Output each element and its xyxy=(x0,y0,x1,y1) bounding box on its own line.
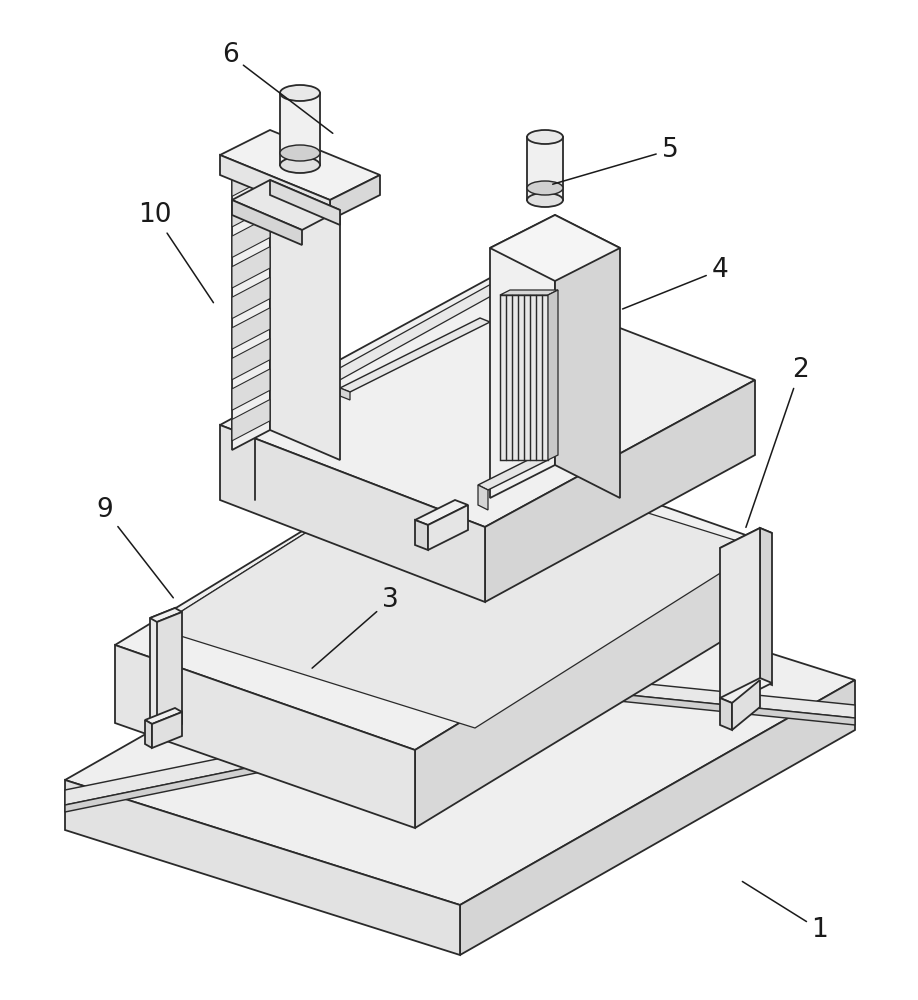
Ellipse shape xyxy=(527,130,563,144)
Polygon shape xyxy=(145,720,152,748)
Polygon shape xyxy=(415,540,760,828)
Polygon shape xyxy=(232,308,270,349)
Polygon shape xyxy=(232,247,270,288)
Polygon shape xyxy=(115,645,415,828)
Polygon shape xyxy=(220,278,755,527)
Polygon shape xyxy=(555,215,620,498)
Text: 6: 6 xyxy=(221,42,333,133)
Polygon shape xyxy=(460,680,855,955)
Text: 1: 1 xyxy=(743,881,828,943)
Polygon shape xyxy=(527,137,563,200)
Polygon shape xyxy=(150,608,175,730)
Polygon shape xyxy=(270,180,340,225)
Polygon shape xyxy=(415,500,468,525)
Polygon shape xyxy=(720,528,760,700)
Polygon shape xyxy=(65,755,310,812)
Polygon shape xyxy=(150,608,182,622)
Ellipse shape xyxy=(280,85,320,101)
Polygon shape xyxy=(500,290,558,295)
Polygon shape xyxy=(232,200,302,245)
Polygon shape xyxy=(65,555,855,905)
Polygon shape xyxy=(220,425,485,602)
Polygon shape xyxy=(330,175,380,220)
Polygon shape xyxy=(720,678,772,703)
Polygon shape xyxy=(115,435,760,750)
Polygon shape xyxy=(485,380,755,602)
Polygon shape xyxy=(155,448,440,640)
Polygon shape xyxy=(732,680,760,730)
Text: 5: 5 xyxy=(553,137,678,184)
Polygon shape xyxy=(720,528,772,553)
Polygon shape xyxy=(65,740,310,805)
Polygon shape xyxy=(232,369,270,410)
Polygon shape xyxy=(478,455,548,490)
Polygon shape xyxy=(220,130,380,200)
Polygon shape xyxy=(490,215,555,498)
Polygon shape xyxy=(510,670,855,718)
Polygon shape xyxy=(428,505,468,550)
Polygon shape xyxy=(65,780,460,955)
Polygon shape xyxy=(232,399,270,441)
Polygon shape xyxy=(500,295,548,460)
Polygon shape xyxy=(155,448,760,728)
Polygon shape xyxy=(760,528,772,685)
Ellipse shape xyxy=(280,145,320,161)
Polygon shape xyxy=(232,277,270,319)
Polygon shape xyxy=(478,485,488,510)
Polygon shape xyxy=(510,683,855,725)
Polygon shape xyxy=(145,708,182,724)
Polygon shape xyxy=(232,186,270,227)
Text: 3: 3 xyxy=(312,587,398,668)
Polygon shape xyxy=(232,155,270,196)
Ellipse shape xyxy=(527,181,563,195)
Polygon shape xyxy=(232,180,340,230)
Text: 2: 2 xyxy=(746,357,809,527)
Polygon shape xyxy=(280,93,320,165)
Ellipse shape xyxy=(280,157,320,173)
Polygon shape xyxy=(255,268,520,427)
Polygon shape xyxy=(548,290,558,460)
Polygon shape xyxy=(270,155,340,460)
Polygon shape xyxy=(152,712,182,748)
Text: 10: 10 xyxy=(139,202,214,303)
Polygon shape xyxy=(340,318,490,392)
Text: 9: 9 xyxy=(96,497,174,598)
Polygon shape xyxy=(232,216,270,257)
Ellipse shape xyxy=(527,193,563,207)
Text: 4: 4 xyxy=(622,257,728,309)
Polygon shape xyxy=(232,155,270,450)
Polygon shape xyxy=(720,698,732,730)
Polygon shape xyxy=(232,155,340,205)
Polygon shape xyxy=(340,388,350,400)
Polygon shape xyxy=(220,155,330,220)
Polygon shape xyxy=(415,520,428,550)
Polygon shape xyxy=(232,338,270,380)
Polygon shape xyxy=(490,215,620,281)
Polygon shape xyxy=(157,612,182,734)
